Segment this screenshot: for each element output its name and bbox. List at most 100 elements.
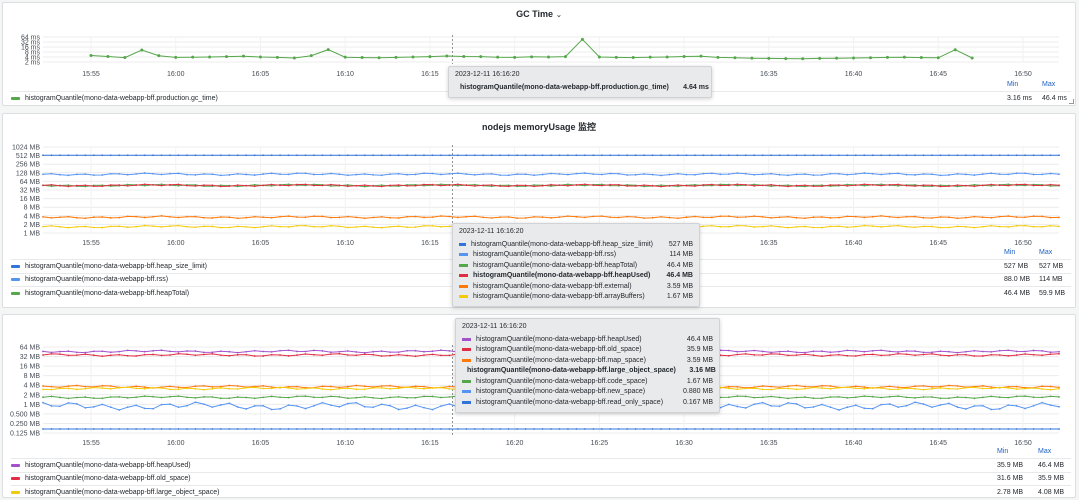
memory-series-line-point <box>270 172 273 175</box>
legend-row[interactable]: histogramQuantile(mono-data-webapp-bff.o… <box>11 471 1071 485</box>
memory-series-line-point <box>389 184 392 187</box>
legend-swatch[interactable] <box>11 96 20 100</box>
heap-series-line-point <box>126 428 129 430</box>
memory-series-line-point <box>914 185 916 187</box>
heap-series-line-point <box>736 353 739 356</box>
heap-series-line-point <box>981 428 984 430</box>
heap-series-line-point <box>964 350 967 353</box>
memory-series-line-point <box>846 154 849 157</box>
legend-series-name[interactable]: histogramQuantile(mono-data-webapp-bff.l… <box>25 488 220 496</box>
memory-series-line-point <box>355 173 358 176</box>
y-tick-label: 32 MB <box>20 354 41 361</box>
memory-series-line-point <box>92 226 95 229</box>
heap-series-line-point <box>186 396 188 399</box>
legend-row[interactable]: histogramQuantile(mono-data-webapp-bff.l… <box>11 485 1071 497</box>
memory-series-line-point <box>1049 185 1052 187</box>
heap-series-line-point <box>821 387 823 389</box>
heap-series-line-point <box>575 428 578 430</box>
memory-series-line-point <box>338 154 341 157</box>
legend-row[interactable]: histogramQuantile(mono-data-webapp-bff.h… <box>11 458 1071 471</box>
memory-series-line-point <box>854 184 857 187</box>
heap-series-line-point <box>431 395 434 398</box>
legend-swatch[interactable] <box>11 490 20 494</box>
legend-series-name[interactable]: histogramQuantile(mono-data-webapp-bff.h… <box>25 262 207 270</box>
heap-series-line-point <box>736 385 739 388</box>
tooltip-series-name: histogramQuantile(mono-data-webapp-bff.c… <box>476 377 648 385</box>
heap-series-line-point <box>380 385 383 387</box>
memory-series-line-point <box>778 216 781 219</box>
memory-series-line-point <box>321 215 324 218</box>
y-tick-label: 1 MB <box>24 402 41 409</box>
panel-title[interactable]: GC Time ⌄ <box>3 9 1075 19</box>
legend-max-header[interactable]: Max <box>1038 448 1052 455</box>
memory-series-line-point <box>152 225 154 228</box>
heap-series-line-point <box>50 395 53 398</box>
legend-series-name[interactable]: histogramQuantile(mono-data-webapp-bff.o… <box>25 475 191 482</box>
heap-series-line-point <box>956 385 959 387</box>
legend-series-name[interactable]: histogramQuantile(mono-data-webapp-bff.p… <box>25 94 218 102</box>
legend-swatch[interactable] <box>11 463 20 467</box>
legend-min-header[interactable]: Min <box>1007 81 1019 88</box>
legend-max-header[interactable]: Max <box>1039 249 1053 256</box>
x-tick-label: 16:05 <box>252 440 270 447</box>
heap-series-line-point <box>355 351 358 353</box>
y-tick-label: 16 MB <box>20 364 41 371</box>
heap-series-line-point <box>981 396 984 399</box>
memory-series-line-point <box>414 215 417 218</box>
memory-series-line-point <box>931 217 933 219</box>
memory-series-line-point <box>109 154 112 157</box>
tooltip-time: 2023-12-11 16:16:20 <box>462 323 527 330</box>
memory-series-line-point <box>160 184 163 187</box>
memory-series-line-point <box>236 173 239 175</box>
chevron-down-icon[interactable]: ⌄ <box>555 12 562 19</box>
memory-series-line-point <box>778 173 781 176</box>
legend-max-header[interactable]: Max <box>1042 81 1056 88</box>
heap-series-line-point <box>346 397 349 400</box>
resize-handle[interactable] <box>1069 99 1074 104</box>
legend-min-value: 88.0 MB <box>1004 276 1031 283</box>
memory-series-line-point <box>287 226 290 228</box>
x-tick-label: 16:25 <box>591 440 609 447</box>
memory-series-line-point <box>694 173 696 176</box>
legend-min-header[interactable]: Min <box>1004 249 1016 256</box>
panel-title[interactable]: nodejs memoryUsage 监控 <box>481 122 597 132</box>
heap-series-line-point <box>186 387 188 390</box>
memory-series-line-point <box>550 185 552 187</box>
heap-series-line-point <box>964 428 967 430</box>
legend-series-name[interactable]: histogramQuantile(mono-data-webapp-bff.h… <box>25 461 191 469</box>
heap-series-line-point <box>1049 351 1052 354</box>
memory-series-line-point <box>634 173 637 176</box>
legend-min-header[interactable]: Min <box>997 448 1009 455</box>
heap-series-line-point <box>787 402 789 404</box>
memory-series-line-point <box>109 172 112 175</box>
legend-swatch[interactable] <box>11 264 20 268</box>
heap-series-line-point <box>287 396 290 399</box>
heap-series-line-point <box>50 388 53 391</box>
memory-series-line-point <box>490 154 493 157</box>
heap-series-line-point <box>262 428 265 430</box>
memory-series-line-point <box>194 174 197 176</box>
legend-swatch[interactable] <box>11 291 20 295</box>
memory-series-line-point <box>939 216 942 218</box>
heap-series-line-point <box>253 349 256 352</box>
legend-swatch[interactable] <box>11 278 20 281</box>
memory-series-line-point <box>660 184 662 187</box>
heap-series-line-point <box>1015 350 1018 353</box>
memory-series-line-point <box>126 226 129 229</box>
heap-series-line-point <box>787 385 789 387</box>
heap-series-line-point <box>1058 428 1060 430</box>
heap-series-line-point <box>1015 405 1018 407</box>
memory-series-line-point <box>948 185 950 188</box>
memory-series-line-point <box>177 154 180 157</box>
heap-series-line-point <box>1032 349 1035 352</box>
memory-series-line-point <box>778 184 781 187</box>
legend-swatch[interactable] <box>11 477 20 480</box>
legend-series-name[interactable]: histogramQuantile(mono-data-webapp-bff.h… <box>25 289 190 297</box>
heap-series-line-point <box>448 385 451 388</box>
heap-series-line-point <box>431 428 434 430</box>
heap-series-line-point <box>313 387 315 389</box>
legend-series-name[interactable]: histogramQuantile(mono-data-webapp-bff.r… <box>25 276 169 283</box>
memory-series-line-point <box>338 225 341 228</box>
